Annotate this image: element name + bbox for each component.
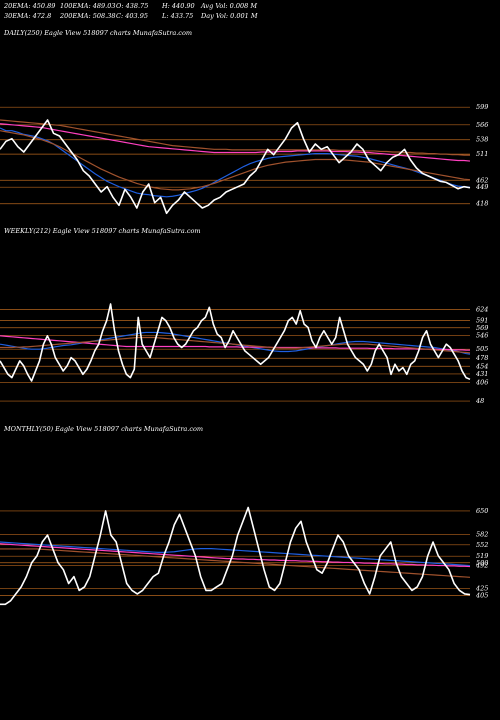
monthly-ema_blue-line — [0, 541, 471, 567]
daily-panel-title: DAILY(250) Eagle View 518097 charts Muna… — [4, 29, 193, 37]
ema200-readout: 200EMA: 508.38 — [60, 12, 116, 20]
monthly-level-label-4: 500 — [476, 559, 488, 567]
daily-level-label-3: 511 — [476, 150, 488, 158]
daily-level-label-2: 538 — [476, 136, 488, 144]
weekly-level-label-1: 591 — [476, 316, 488, 324]
monthly-level-label-7: 405 — [475, 592, 488, 600]
daily-level-label-4: 48 — [475, 397, 484, 405]
monthly-ema_magenta-line — [0, 543, 471, 568]
weekly-level-label-2: 569 — [476, 324, 488, 332]
open-readout: O: 438.75 — [116, 2, 149, 10]
daily-level-label-5: 462 — [475, 176, 488, 184]
high-readout: H: 440.90 — [162, 2, 195, 10]
daily-ema30-line — [0, 130, 471, 191]
day-volume-readout: Day Vol: 0.001 M — [201, 12, 258, 20]
weekly-price-line — [0, 303, 471, 382]
weekly-panel-title: WEEKLY(212) Eagle View 518097 charts Mun… — [4, 227, 201, 235]
daily-level-label-6: 449 — [475, 183, 488, 191]
weekly-level-label-6: 454 — [475, 362, 488, 370]
monthly-level-label-5: 492 — [475, 562, 488, 570]
monthly-level-label-3: 519 — [476, 552, 488, 560]
daily-ema200-line — [0, 119, 470, 156]
weekly-level-label-4: 505 — [476, 345, 488, 353]
low-readout: L: 433.75 — [162, 12, 194, 20]
weekly-level-label-5: 478 — [475, 354, 488, 362]
daily-ema20-line — [0, 127, 471, 198]
header-line-2: 30EMA: 472.8 200EMA: 508.38 C: 403.95 L:… — [4, 12, 500, 21]
daily-level-label-1: 566 — [476, 121, 488, 129]
monthly-panel-title: MONTHLY(50) Eagle View 518097 charts Mun… — [4, 425, 204, 433]
ema100-readout: 100EMA: 489.03 — [60, 2, 116, 10]
monthly-level-label-0: 650 — [476, 507, 488, 515]
weekly-level-label-0: 624 — [476, 305, 488, 313]
monthly-level-label-2: 552 — [476, 541, 488, 549]
close-readout: C: 403.95 — [116, 12, 148, 20]
ema30-readout: 30EMA: 472.8 — [4, 12, 52, 20]
daily-level-label-0: 599 — [476, 103, 488, 111]
monthly-price-line — [0, 506, 471, 606]
avg-volume-readout: Avg Vol: 0.008 M — [201, 2, 258, 10]
monthly-level-label-1: 582 — [476, 530, 488, 538]
monthly-level-label-6: 425 — [475, 585, 488, 593]
daily-level-label-7: 418 — [475, 200, 488, 208]
weekly-level-label-8: 406 — [475, 378, 488, 386]
weekly-ema_brown-line — [0, 336, 471, 354]
header-line-1: 20EMA: 450.89 100EMA: 489.03 O: 438.75 H… — [4, 2, 500, 11]
daily-ema100-line — [0, 123, 471, 162]
ema20-readout: 20EMA: 450.89 — [4, 2, 56, 10]
weekly-level-label-3: 546 — [476, 331, 488, 339]
monthly-ema_brown-line — [0, 548, 471, 578]
daily-price-line — [0, 119, 471, 215]
weekly-level-label-7: 431 — [475, 370, 488, 378]
